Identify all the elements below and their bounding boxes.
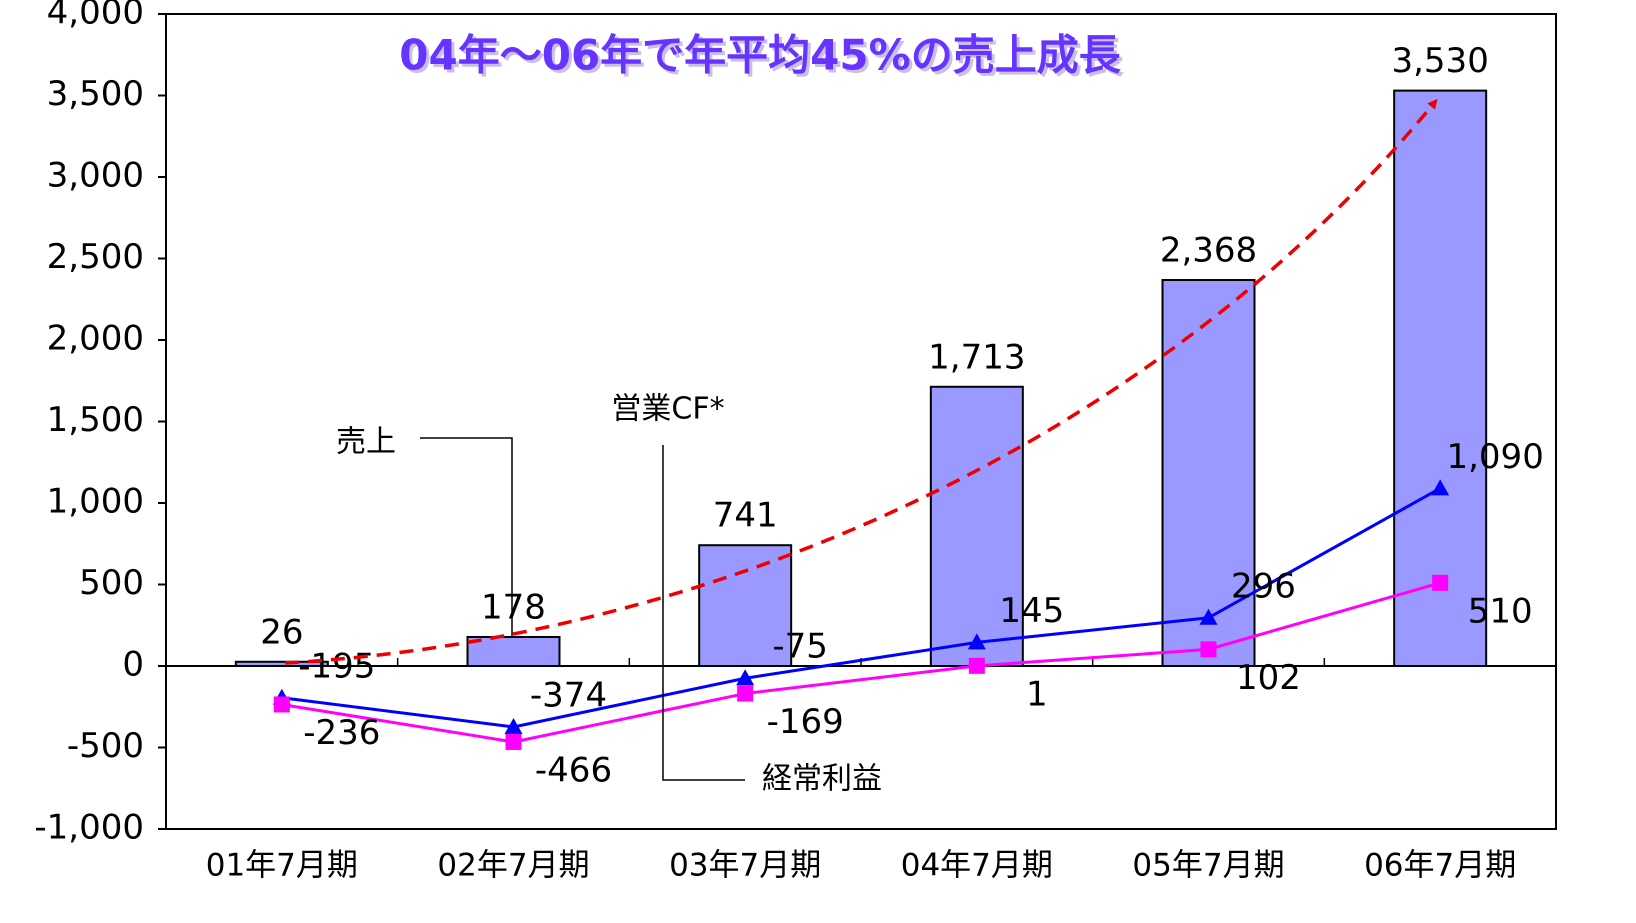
title-shadow: 04年～06年で年平均45%の売上成長	[402, 34, 1124, 83]
marker	[1199, 608, 1218, 625]
y-tick-label: 3,500	[47, 74, 144, 114]
chart-title: 04年～06年で年平均45%の売上成長	[399, 31, 1121, 80]
data-label: 145	[999, 591, 1064, 631]
y-tick-label: 2,000	[47, 319, 144, 359]
trend-arrow	[284, 98, 1438, 665]
marker	[505, 733, 522, 750]
data-label: 510	[1468, 591, 1533, 631]
x-tick-label: 02年7月期	[437, 848, 589, 884]
bar	[234, 660, 329, 668]
y-tick-label: 500	[79, 563, 144, 603]
bar	[929, 385, 1024, 667]
x-tick-label: 06年7月期	[1364, 848, 1516, 884]
bar	[466, 635, 561, 668]
y-tick-label: -1,000	[34, 808, 144, 848]
data-label: 1,713	[928, 337, 1025, 377]
leader-line	[420, 437, 513, 636]
data-label: 741	[713, 496, 778, 536]
bar	[1393, 89, 1488, 668]
marker	[968, 657, 985, 674]
bar	[1161, 279, 1256, 667]
series-label: 売上	[336, 425, 396, 460]
y-tick-label: 2,500	[47, 237, 144, 277]
data-label: 178	[481, 587, 546, 627]
y-tick-label: 1,500	[47, 400, 144, 440]
data-label: -75	[772, 627, 828, 667]
data-label: 1,090	[1446, 437, 1543, 477]
marker	[504, 717, 523, 734]
data-label: 1	[1026, 674, 1048, 714]
y-tick-label: 3,000	[47, 156, 144, 196]
data-label: -374	[530, 675, 607, 715]
x-tick-label: 01年7月期	[206, 848, 358, 884]
plot-frame	[165, 13, 1557, 830]
data-label: -466	[535, 750, 612, 790]
marker	[1200, 641, 1217, 658]
bar	[698, 544, 793, 667]
x-tick-label: 05年7月期	[1132, 848, 1284, 884]
series-label: 営業CF*	[611, 392, 724, 427]
data-label: 296	[1231, 566, 1296, 606]
marker	[1431, 479, 1450, 496]
data-label: 26	[260, 612, 303, 652]
data-label: 2,368	[1160, 231, 1257, 271]
x-tick-label: 03年7月期	[669, 848, 821, 884]
line	[281, 581, 1441, 744]
line	[281, 487, 1441, 729]
y-tick-label: 1,000	[47, 482, 144, 522]
marker	[736, 669, 755, 686]
marker	[273, 696, 290, 713]
series-label: 経常利益	[762, 762, 882, 797]
y-tick-label: 4,000	[47, 0, 144, 33]
x-tick-label: 04年7月期	[901, 848, 1053, 884]
marker	[967, 633, 986, 650]
marker	[737, 685, 754, 702]
data-label: -195	[298, 646, 375, 686]
data-label: -169	[767, 702, 844, 742]
y-tick-label: 0	[122, 645, 144, 685]
data-label: 3,530	[1391, 41, 1488, 81]
marker	[1432, 574, 1449, 591]
data-label: 102	[1236, 658, 1301, 698]
leader-line	[662, 445, 745, 781]
data-label: -236	[303, 713, 380, 753]
y-tick-label: -500	[67, 726, 144, 766]
